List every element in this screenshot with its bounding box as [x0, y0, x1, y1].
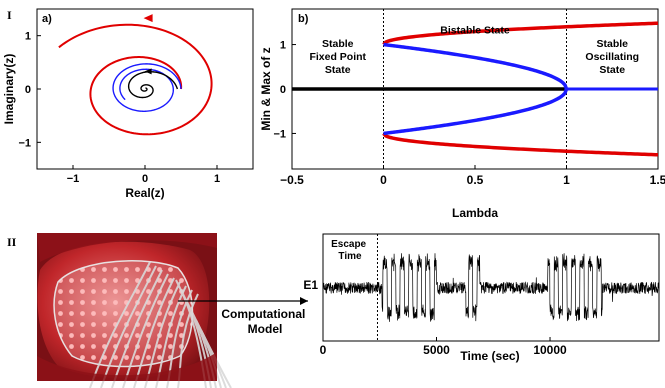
lower-tissue — [37, 352, 217, 381]
panel-b-stable-branch-upper — [382, 21, 658, 46]
panel-a-black-arrow — [144, 68, 152, 75]
panel-a-ytick-label: −1 — [18, 137, 31, 149]
section-label-2: II — [7, 235, 17, 249]
brain-photo — [37, 233, 232, 388]
panel-a-spiral-blue — [112, 63, 182, 112]
panel-b-unstable-branch-lower — [383, 88, 569, 136]
timeseries-trace — [323, 253, 659, 322]
panel-a-xtick-label: −1 — [67, 173, 80, 185]
panel-a-axes — [36, 8, 254, 170]
panel-b-xtick-label: 0.5 — [467, 173, 484, 187]
model-arrow: Computational Model — [178, 297, 308, 336]
electrode-wire — [100, 265, 157, 388]
panel-b-xtick-label: 1.5 — [650, 173, 665, 187]
panel-b-ytick-label: 0 — [280, 84, 286, 96]
panel-a-label: a) — [42, 13, 52, 25]
electrode-wire — [111, 269, 163, 388]
panel-b-ytick-label: 1 — [280, 40, 286, 52]
panel-b-unstable-branch-upper — [383, 42, 569, 90]
electrode-wire — [89, 261, 151, 388]
panel-timeseries: 0 5000 10000 E1 Time (sec) Escape Time — [303, 233, 660, 363]
dura-edge — [37, 233, 217, 262]
panel-b-region-label: Stable Fixed Point State — [309, 38, 366, 76]
panel-b-xlabel: Lambda — [452, 206, 498, 220]
timeseries-xtick-label: 10000 — [533, 343, 567, 357]
panel-a-red-arrow — [143, 14, 153, 23]
panel-a-ytick-label: 0 — [25, 84, 31, 96]
timeseries-ylabel: E1 — [303, 278, 318, 292]
panel-a-spiral-red — [58, 23, 213, 136]
panel-a: a) −1 0 1 −1 0 1 Real(z) Imaginary(z) — [2, 8, 254, 200]
panel-b-xtick-label: −0.5 — [280, 173, 304, 187]
timeseries-xtick-label: 0 — [320, 343, 327, 357]
panel-a-spiral-black — [127, 71, 179, 99]
panel-b-region-label: Stable Oscillating State — [585, 38, 639, 76]
panel-b-label: b) — [298, 13, 309, 25]
panel-b-ylabel: Min & Max of z — [259, 47, 273, 130]
escape-time-annotation: Escape Time — [331, 239, 369, 262]
panel-a-xtick-label: 1 — [214, 173, 220, 185]
timeseries-xlabel: Time (sec) — [460, 349, 519, 363]
panel-a-ytick-label: 1 — [25, 31, 31, 43]
panel-b-stable-branch-lower — [382, 132, 658, 157]
timeseries-xtick-label: 5000 — [423, 343, 450, 357]
panel-b-xtick-label: 1 — [563, 173, 570, 187]
panel-a-ylabel: Imaginary(z) — [2, 54, 16, 125]
model-arrow-label: Computational Model — [221, 307, 308, 336]
panel-b-region-label: Bistable State — [440, 24, 510, 36]
panel-a-xtick-label: 0 — [142, 173, 148, 185]
panel-b-ytick-label: −1 — [273, 128, 286, 140]
panel-b: b) −0.5 0 0.5 1 1.5 −1 0 1 Stable Fixed Point Sta… — [259, 8, 665, 220]
section-label-1: I — [7, 8, 12, 22]
panel-a-xlabel: Real(z) — [125, 186, 164, 200]
panel-b-xtick-label: 0 — [380, 173, 387, 187]
electrode-wire — [122, 273, 169, 388]
